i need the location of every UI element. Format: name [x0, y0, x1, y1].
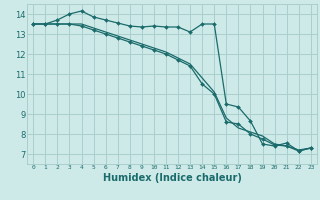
X-axis label: Humidex (Indice chaleur): Humidex (Indice chaleur): [103, 173, 241, 183]
